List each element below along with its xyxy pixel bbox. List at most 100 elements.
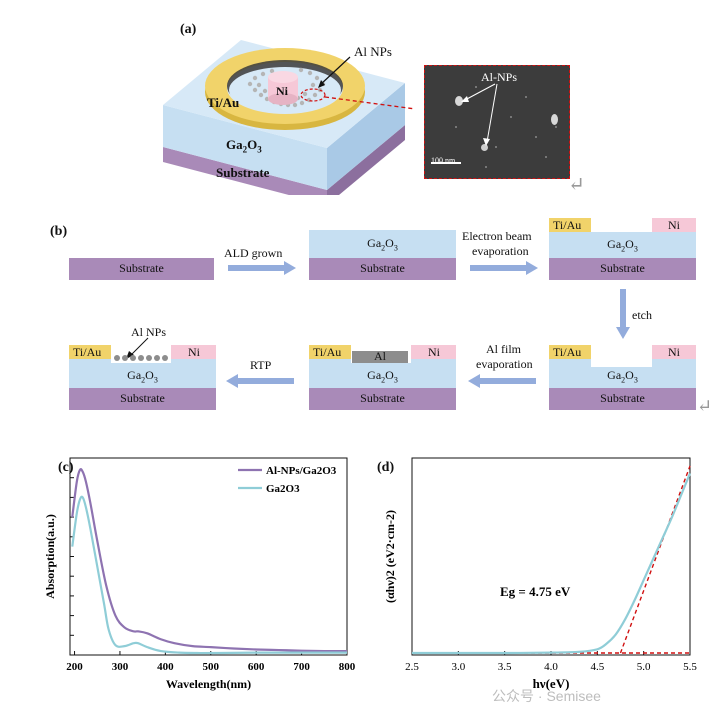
sem-particle [481, 144, 488, 151]
step3-ni [652, 218, 696, 232]
chart-c-absorption: 200 300 400 500 600 700 800 Wavelength(nm) Absor… [43, 457, 356, 691]
panel-d-label: (d) [377, 460, 395, 475]
step4-ga2o3-left [549, 359, 591, 367]
step5-al-film [352, 351, 408, 363]
step2-ga2o3-label: Ga2O3 [367, 236, 398, 253]
sem-arrows [461, 83, 498, 146]
y-axis-label: (αhν)2 (eV2·cm-2) [383, 510, 397, 603]
x-tick-label: 3.5 [498, 661, 512, 673]
zoom-circle [300, 88, 326, 102]
step3-tiau-label: Ti/Au [553, 218, 582, 232]
x-tick-label: 4.5 [590, 661, 604, 673]
al-nps-label: Al NPs [354, 44, 392, 59]
series-line-1 [71, 468, 348, 653]
step6-tiau [69, 345, 111, 359]
plot-frame [69, 457, 348, 656]
step5-ga2o3-right [411, 359, 456, 363]
sem-image: Al-NPs 100 nm [424, 65, 570, 179]
step5-ga2o3-label: Ga2O3 [367, 368, 398, 385]
ga2o3-front-face [163, 105, 327, 190]
ni-pillar-side [268, 77, 298, 99]
return-glyph: ↵ [568, 174, 585, 196]
x-axis-label: hν(eV) [533, 676, 570, 691]
step6-substrate-label: Substrate [120, 391, 165, 405]
series-line-2 [71, 495, 347, 655]
sem-label: Al-NPs [481, 70, 518, 84]
step6-ga2o3-label: Ga2O3 [127, 368, 158, 385]
step5-ga2o3-left [309, 359, 351, 363]
step5-ga2o3 [309, 363, 456, 388]
series-line-1 [412, 473, 692, 655]
device-3d-schematic [163, 40, 415, 195]
sem-particle [551, 114, 558, 125]
step6-ga2o3-right [171, 359, 216, 363]
x-tick-label: 200 [66, 661, 83, 673]
step6-al-nps-pointer [126, 337, 149, 359]
x-tick-label: 700 [293, 661, 310, 673]
x-tick-label: 3.0 [451, 661, 465, 673]
plot-frame [411, 457, 691, 656]
step3-ga2o3-label: Ga2O3 [607, 237, 638, 254]
sem-particle [455, 96, 463, 106]
x-tick-label: 5.0 [637, 661, 651, 673]
step6-tiau-label: Ti/Au [73, 345, 102, 359]
step3-arrow-label: etch [632, 308, 652, 322]
x-tick-label: 2.5 [405, 661, 419, 673]
x-tick-label: 300 [112, 661, 129, 673]
x-tick-label: 600 [248, 661, 265, 673]
step5-substrate [309, 388, 456, 410]
zoom-connector [324, 96, 415, 110]
step5-ni [411, 345, 456, 359]
x-tick-label: 400 [157, 661, 174, 673]
ga2o3-label-a: Ga2O3 [226, 137, 262, 155]
step6-ni [171, 345, 216, 359]
step2-ga2o3 [309, 230, 456, 258]
step2-arrow-label-1: Electron beam [462, 229, 532, 243]
x-tick-label: 5.5 [683, 661, 697, 673]
step1-substrate [69, 258, 214, 280]
step5-substrate-label: Substrate [360, 391, 405, 405]
bandgap-annotation: Eg = 4.75 eV [500, 584, 571, 599]
substrate-side-face [327, 125, 405, 195]
scale-bar [431, 162, 461, 164]
x-axis-label: Wavelength(nm) [166, 677, 251, 691]
x-tick-label: 500 [203, 661, 220, 673]
substrate-label-a: Substrate [216, 165, 270, 180]
step3-ga2o3 [549, 232, 696, 258]
step6-substrate [69, 388, 216, 410]
return-glyph-b: ↵ [697, 396, 713, 416]
x-tick-label: 4.0 [544, 661, 558, 673]
step6-ga2o3 [69, 363, 216, 388]
x-tick-label: 800 [339, 661, 356, 673]
step2-substrate-label: Substrate [360, 261, 405, 275]
ga2o3-side-face [327, 83, 405, 190]
step3-tiau [549, 218, 591, 232]
step5-arrow [226, 374, 294, 388]
step1-arrow [228, 261, 296, 275]
step6-np-dots [114, 355, 168, 361]
substrate-front-face [163, 147, 327, 195]
step4-substrate [549, 388, 696, 410]
step3-substrate [549, 258, 696, 280]
step5-tiau-label: Ti/Au [313, 345, 342, 359]
step4-ni-label: Ni [668, 345, 680, 359]
y-axis-label: Absorption(a.u.) [43, 514, 57, 599]
step5-ni-label: Ni [428, 345, 440, 359]
step4-tiau [549, 345, 591, 359]
step4-ga2o3-right [652, 359, 696, 367]
step2-arrow [470, 261, 538, 275]
fit-line-2 [619, 465, 691, 654]
step6-ga2o3-left [69, 359, 111, 363]
step5-arrow-label: RTP [250, 358, 272, 372]
step6-al-nps-label: Al NPs [131, 325, 167, 339]
legend-label-1: Al-NPs/Ga2O3 [266, 465, 337, 477]
watermark: 公众号 · Semisee [492, 688, 601, 704]
step4-ni [652, 345, 696, 359]
step5-tiau [309, 345, 351, 359]
tiau-ring-label: Ti/Au [207, 95, 240, 110]
legend-label-2: Ga2O3 [266, 483, 300, 495]
step6-ni-label: Ni [188, 345, 200, 359]
step4-arrow [468, 374, 536, 388]
step4-arrow-label-2: evaporation [476, 357, 533, 371]
step4-substrate-label: Substrate [600, 391, 645, 405]
